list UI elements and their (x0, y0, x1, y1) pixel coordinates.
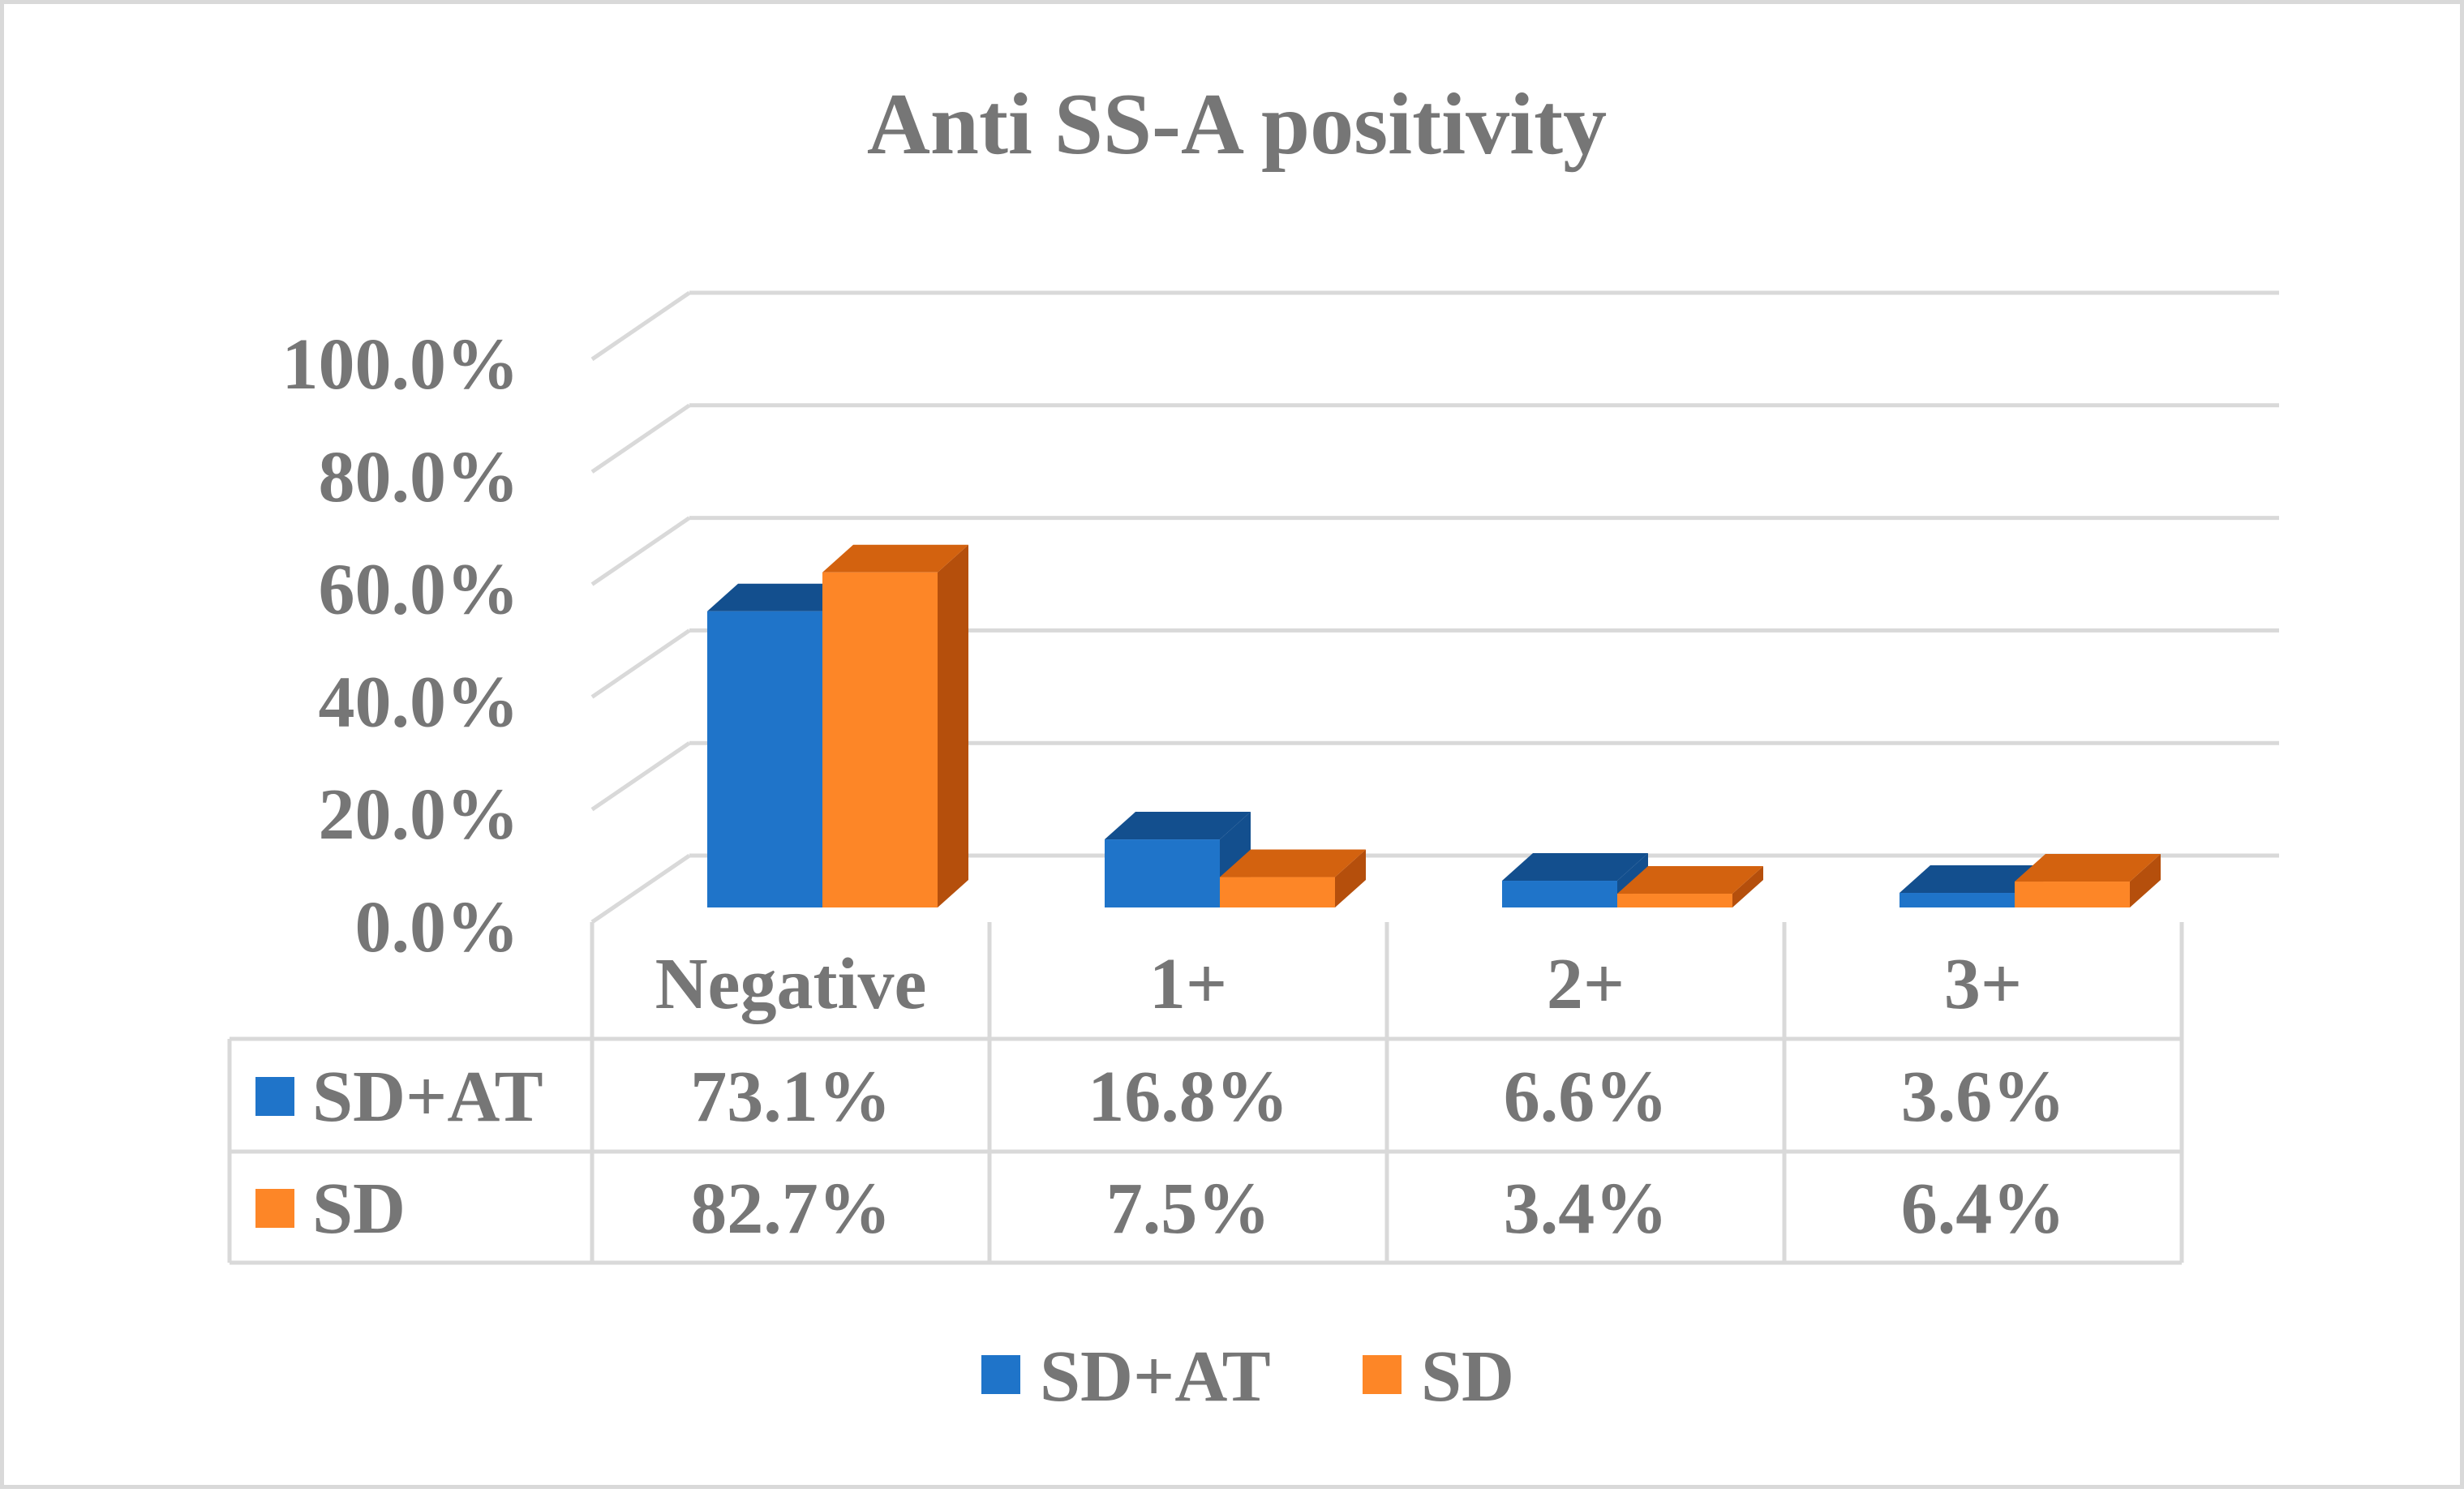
bar-top (1105, 812, 1251, 840)
chart-canvas: Anti SS-A positivity 0.0% 20.0% 40.0% 60.0%… (227, 76, 2279, 1417)
bar-sd-1 (1220, 849, 1366, 907)
bar-top (2015, 854, 2161, 882)
bar-front (1220, 877, 1335, 907)
gridline-depth (590, 403, 691, 474)
legend-label: SD (1421, 1336, 1514, 1417)
y-tick-label: 20.0% (319, 774, 520, 855)
legend-label: SD+AT (1040, 1336, 1271, 1417)
bar-front (707, 611, 822, 907)
y-tick-label: 80.0% (319, 437, 520, 517)
data-table: Negative 1+ 2+ 3+ SD+AT 73.1% 16.8% 6.6% 3.6% SD 8… (227, 922, 2184, 1265)
table-cell-value: 3.4% (1504, 1169, 1668, 1249)
bar-sd-0 (822, 544, 968, 907)
table-cell-value: 82.7% (690, 1169, 891, 1249)
bar-front (1617, 894, 1732, 907)
table-series-name: SD (312, 1169, 406, 1249)
gridline-depth (590, 741, 691, 812)
bar-front (1900, 893, 2015, 907)
bar-front (2015, 882, 2130, 907)
legend-swatch (1363, 1355, 1402, 1394)
gridline-depth (590, 853, 691, 925)
bar-side (938, 544, 968, 907)
bar-side (1732, 866, 1763, 907)
bar-top (1502, 853, 1648, 882)
bar-side (1335, 849, 1366, 907)
bar-front (1502, 881, 1617, 907)
chart-title: Anti SS-A positivity (867, 76, 1607, 173)
bar-top (822, 544, 968, 573)
bar-top (707, 583, 853, 611)
bar-top (1220, 849, 1366, 877)
table-cell-value: 73.1% (690, 1057, 891, 1137)
bar-top (1617, 866, 1763, 895)
bar-top (1900, 865, 2045, 894)
x-category-label: 2+ (1547, 944, 1625, 1024)
bar-sd-3 (2015, 854, 2161, 907)
table-cell-value: 6.6% (1504, 1057, 1668, 1137)
bar-layer (707, 544, 2161, 907)
x-category-label: Negative (655, 944, 927, 1024)
table-cell-value: 16.8% (1088, 1057, 1289, 1137)
legend-item-sd: SD (1363, 1336, 1514, 1417)
bar-sd-2 (1617, 866, 1763, 907)
legend-item-sd-at: SD+AT (981, 1336, 1271, 1417)
legend-swatch (981, 1355, 1020, 1394)
gridline-depth (590, 629, 691, 699)
table-cell-value: 7.5% (1106, 1169, 1271, 1249)
bar-side (2130, 854, 2161, 907)
table-series-swatch (255, 1077, 294, 1116)
y-tick-label: 60.0% (319, 550, 520, 630)
table-series-swatch (255, 1189, 294, 1228)
table-series-name: SD+AT (312, 1057, 543, 1137)
table-cell-value: 6.4% (1901, 1169, 2066, 1249)
bar-front (1105, 839, 1220, 907)
table-cell-value: 3.6% (1901, 1057, 2066, 1137)
y-tick-label: 100.0% (282, 324, 520, 405)
y-axis-tick-labels: 0.0% 20.0% 40.0% 60.0% 80.0% 100.0% (282, 324, 520, 967)
bar-sd-at-2 (1502, 853, 1648, 907)
x-category-label: 3+ (1944, 944, 2022, 1024)
legend: SD+AT SD (981, 1336, 1514, 1417)
bar-front (822, 572, 938, 907)
gridline-depth (590, 516, 691, 586)
gridline-depth (590, 290, 691, 362)
x-category-label: 1+ (1149, 944, 1227, 1024)
y-tick-label: 0.0% (355, 887, 520, 967)
y-tick-label: 40.0% (319, 662, 520, 742)
